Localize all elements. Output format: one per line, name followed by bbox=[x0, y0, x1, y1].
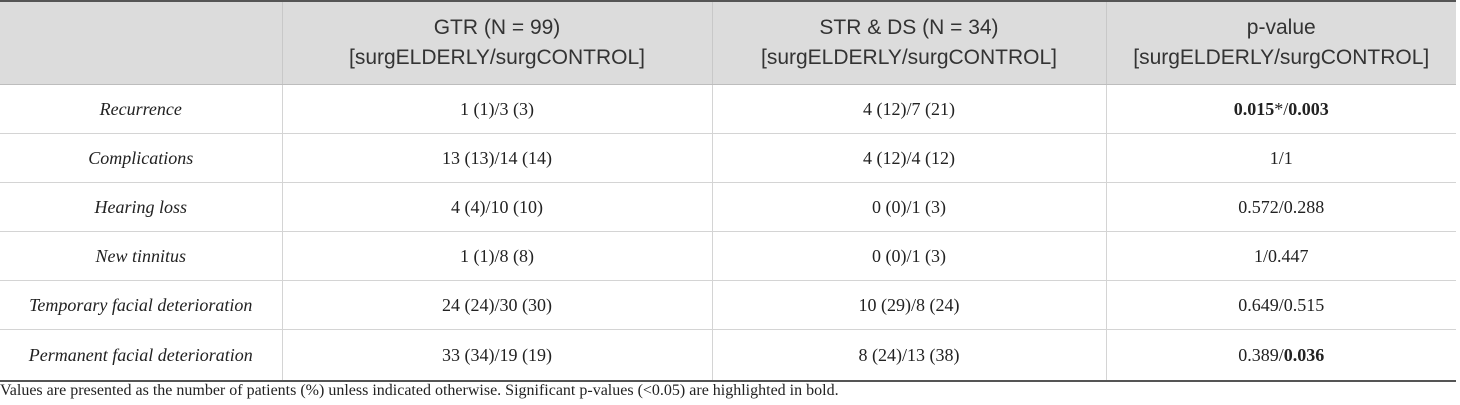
str-ds-cell: 0 (0)/1 (3) bbox=[711, 182, 1106, 232]
gtr-cell: 33 (34)/19 (19) bbox=[281, 329, 712, 381]
header-gtr-subtitle: [surgELDERLY/surgCONTROL] bbox=[348, 46, 646, 69]
p-value-cell: 1/1 bbox=[1105, 133, 1456, 183]
row-label: Hearing loss bbox=[0, 182, 282, 232]
row-label: Complications bbox=[0, 133, 282, 183]
row-label: New tinnitus bbox=[0, 231, 282, 281]
gtr-cell: 4 (4)/10 (10) bbox=[281, 182, 712, 232]
p-value-text: 0.389/ bbox=[1238, 344, 1284, 365]
row-label: Permanent facial deterioration bbox=[0, 329, 282, 381]
header-row: GTR (N = 99) [surgELDERLY/surgCONTROL] S… bbox=[0, 1, 1456, 85]
header-str-ds-title: STR & DS (N = 34) bbox=[819, 16, 999, 39]
str-ds-cell: 4 (12)/4 (12) bbox=[711, 133, 1106, 183]
str-ds-cell: 0 (0)/1 (3) bbox=[711, 231, 1106, 281]
p-value-bold: 0.036 bbox=[1283, 344, 1325, 365]
str-ds-cell: 4 (12)/7 (21) bbox=[711, 84, 1106, 134]
header-gtr: GTR (N = 99) [surgELDERLY/surgCONTROL] bbox=[281, 1, 712, 85]
results-table: GTR (N = 99) [surgELDERLY/surgCONTROL] S… bbox=[0, 0, 1456, 382]
table-row-complications: Complications 13 (13)/14 (14) 4 (12)/4 (… bbox=[0, 133, 1456, 183]
gtr-cell: 13 (13)/14 (14) bbox=[281, 133, 712, 183]
str-ds-cell: 10 (29)/8 (24) bbox=[711, 280, 1106, 330]
header-p-value-title: p-value bbox=[1246, 16, 1316, 39]
table-row-new-tinnitus: New tinnitus 1 (1)/8 (8) 0 (0)/1 (3) 1/0… bbox=[0, 231, 1456, 281]
header-p-value: p-value [surgELDERLY/surgCONTROL] bbox=[1105, 1, 1456, 85]
p-value-bold: 0.015 bbox=[1233, 98, 1275, 119]
table-footnote: Values are presented as the number of pa… bbox=[0, 382, 839, 399]
header-str-ds-subtitle: [surgELDERLY/surgCONTROL] bbox=[760, 46, 1058, 69]
str-ds-cell: 8 (24)/13 (38) bbox=[711, 329, 1106, 381]
table-row-hearing-loss: Hearing loss 4 (4)/10 (10) 0 (0)/1 (3) 0… bbox=[0, 182, 1456, 232]
p-value-cell: 0.572/0.288 bbox=[1105, 182, 1456, 232]
row-label: Temporary facial deterioration bbox=[0, 280, 282, 330]
gtr-cell: 1 (1)/8 (8) bbox=[281, 231, 712, 281]
table-row-temporary-facial: Temporary facial deterioration 24 (24)/3… bbox=[0, 280, 1456, 330]
p-value-bold: 0.003 bbox=[1288, 98, 1329, 119]
header-p-value-subtitle: [surgELDERLY/surgCONTROL] bbox=[1133, 46, 1430, 69]
p-value-cell: 1/0.447 bbox=[1105, 231, 1456, 281]
p-value-cell: 0.649/0.515 bbox=[1105, 280, 1456, 330]
p-value-cell: 0.015*/0.003 bbox=[1105, 84, 1456, 134]
header-gtr-title: GTR (N = 99) bbox=[433, 16, 561, 39]
header-outcome bbox=[0, 1, 282, 85]
table-row-recurrence: Recurrence 1 (1)/3 (3) 4 (12)/7 (21) 0.0… bbox=[0, 84, 1456, 134]
table-row-permanent-facial: Permanent facial deterioration 33 (34)/1… bbox=[0, 329, 1456, 381]
p-value-text: */ bbox=[1274, 98, 1289, 119]
row-label: Recurrence bbox=[99, 98, 182, 119]
p-value-cell: 0.389/0.036 bbox=[1105, 329, 1456, 381]
gtr-cell: 1 (1)/3 (3) bbox=[281, 84, 712, 134]
header-str-ds: STR & DS (N = 34) [surgELDERLY/surgCONTR… bbox=[711, 1, 1106, 85]
gtr-cell: 24 (24)/30 (30) bbox=[281, 280, 712, 330]
